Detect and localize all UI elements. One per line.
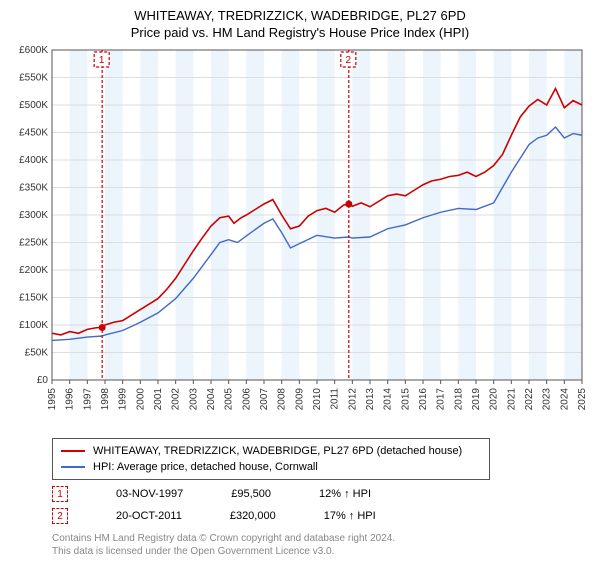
svg-text:£500K: £500K bbox=[19, 100, 48, 111]
sale-delta-1: 12% ↑ HPI bbox=[319, 488, 371, 500]
svg-text:£150K: £150K bbox=[19, 293, 48, 304]
legend-item-property: WHITEAWAY, TREDRIZZICK, WADEBRIDGE, PL27… bbox=[61, 443, 481, 459]
svg-text:1: 1 bbox=[99, 55, 105, 66]
svg-text:2014: 2014 bbox=[383, 388, 394, 411]
svg-text:£550K: £550K bbox=[19, 73, 48, 84]
title-line2: Price paid vs. HM Land Registry's House … bbox=[8, 25, 592, 40]
chart-title: WHITEAWAY, TREDRIZZICK, WADEBRIDGE, PL27… bbox=[8, 8, 592, 40]
sale-marker-1: 1 bbox=[52, 486, 68, 502]
sale-date-1: 03-NOV-1997 bbox=[116, 488, 183, 500]
svg-text:£0: £0 bbox=[37, 375, 49, 386]
svg-text:£300K: £300K bbox=[19, 210, 48, 221]
svg-text:2006: 2006 bbox=[241, 388, 252, 411]
footer-attribution: Contains HM Land Registry data © Crown c… bbox=[52, 532, 592, 558]
svg-text:2021: 2021 bbox=[506, 388, 517, 411]
sale-delta-2: 17% ↑ HPI bbox=[324, 510, 376, 522]
svg-text:£100K: £100K bbox=[19, 320, 48, 331]
svg-text:2013: 2013 bbox=[365, 388, 376, 411]
legend-label-hpi: HPI: Average price, detached house, Corn… bbox=[93, 459, 318, 475]
legend-item-hpi: HPI: Average price, detached house, Corn… bbox=[61, 459, 481, 475]
svg-text:£600K: £600K bbox=[19, 45, 48, 56]
sale-price-2: £320,000 bbox=[230, 510, 276, 522]
title-line1: WHITEAWAY, TREDRIZZICK, WADEBRIDGE, PL27… bbox=[8, 8, 592, 23]
svg-text:2018: 2018 bbox=[453, 388, 464, 411]
svg-text:2011: 2011 bbox=[330, 388, 341, 410]
svg-text:2003: 2003 bbox=[188, 388, 199, 411]
svg-text:2010: 2010 bbox=[312, 388, 323, 411]
chart-container: WHITEAWAY, TREDRIZZICK, WADEBRIDGE, PL27… bbox=[8, 8, 592, 558]
sale-row-2: 2 20-OCT-2011 £320,000 17% ↑ HPI bbox=[52, 508, 592, 524]
svg-text:2012: 2012 bbox=[347, 388, 358, 411]
svg-text:2022: 2022 bbox=[524, 388, 535, 411]
svg-text:2008: 2008 bbox=[277, 388, 288, 411]
sale-date-2: 20-OCT-2011 bbox=[116, 510, 182, 522]
svg-text:£200K: £200K bbox=[19, 265, 48, 276]
svg-text:2016: 2016 bbox=[418, 388, 429, 411]
sale-price-1: £95,500 bbox=[231, 488, 271, 500]
svg-text:2002: 2002 bbox=[171, 388, 182, 411]
svg-text:2023: 2023 bbox=[542, 388, 553, 411]
svg-text:1995: 1995 bbox=[47, 388, 58, 411]
sale-marker-2: 2 bbox=[52, 508, 68, 524]
svg-text:£250K: £250K bbox=[19, 238, 48, 249]
svg-text:£350K: £350K bbox=[19, 183, 48, 194]
svg-text:2004: 2004 bbox=[206, 388, 217, 411]
svg-text:1998: 1998 bbox=[100, 388, 111, 411]
svg-text:2015: 2015 bbox=[400, 388, 411, 411]
svg-text:2024: 2024 bbox=[559, 388, 570, 411]
legend-swatch-hpi bbox=[61, 466, 85, 468]
svg-text:£400K: £400K bbox=[19, 155, 48, 166]
svg-text:£50K: £50K bbox=[25, 348, 49, 359]
svg-text:2019: 2019 bbox=[471, 388, 482, 411]
svg-text:2025: 2025 bbox=[577, 388, 588, 411]
svg-text:2001: 2001 bbox=[153, 388, 164, 411]
line-chart: £0 £50K £100K £150K £200K £250K £300K £350K £400… bbox=[8, 40, 592, 432]
svg-text:1996: 1996 bbox=[65, 388, 76, 411]
legend-swatch-property bbox=[61, 450, 85, 452]
svg-text:1997: 1997 bbox=[82, 388, 93, 411]
svg-text:£450K: £450K bbox=[19, 128, 48, 139]
footer-line2: This data is licensed under the Open Gov… bbox=[52, 545, 592, 558]
svg-text:2007: 2007 bbox=[259, 388, 270, 411]
footer-line1: Contains HM Land Registry data © Crown c… bbox=[52, 532, 592, 545]
svg-text:2000: 2000 bbox=[135, 388, 146, 411]
legend-label-property: WHITEAWAY, TREDRIZZICK, WADEBRIDGE, PL27… bbox=[93, 443, 462, 459]
svg-text:2017: 2017 bbox=[436, 388, 447, 411]
svg-text:2005: 2005 bbox=[224, 388, 235, 411]
svg-text:1999: 1999 bbox=[118, 388, 129, 411]
svg-text:2: 2 bbox=[346, 55, 352, 66]
svg-text:2009: 2009 bbox=[294, 388, 305, 411]
legend: WHITEAWAY, TREDRIZZICK, WADEBRIDGE, PL27… bbox=[52, 438, 490, 480]
sale-row-1: 1 03-NOV-1997 £95,500 12% ↑ HPI bbox=[52, 486, 592, 502]
svg-text:2020: 2020 bbox=[489, 388, 500, 411]
